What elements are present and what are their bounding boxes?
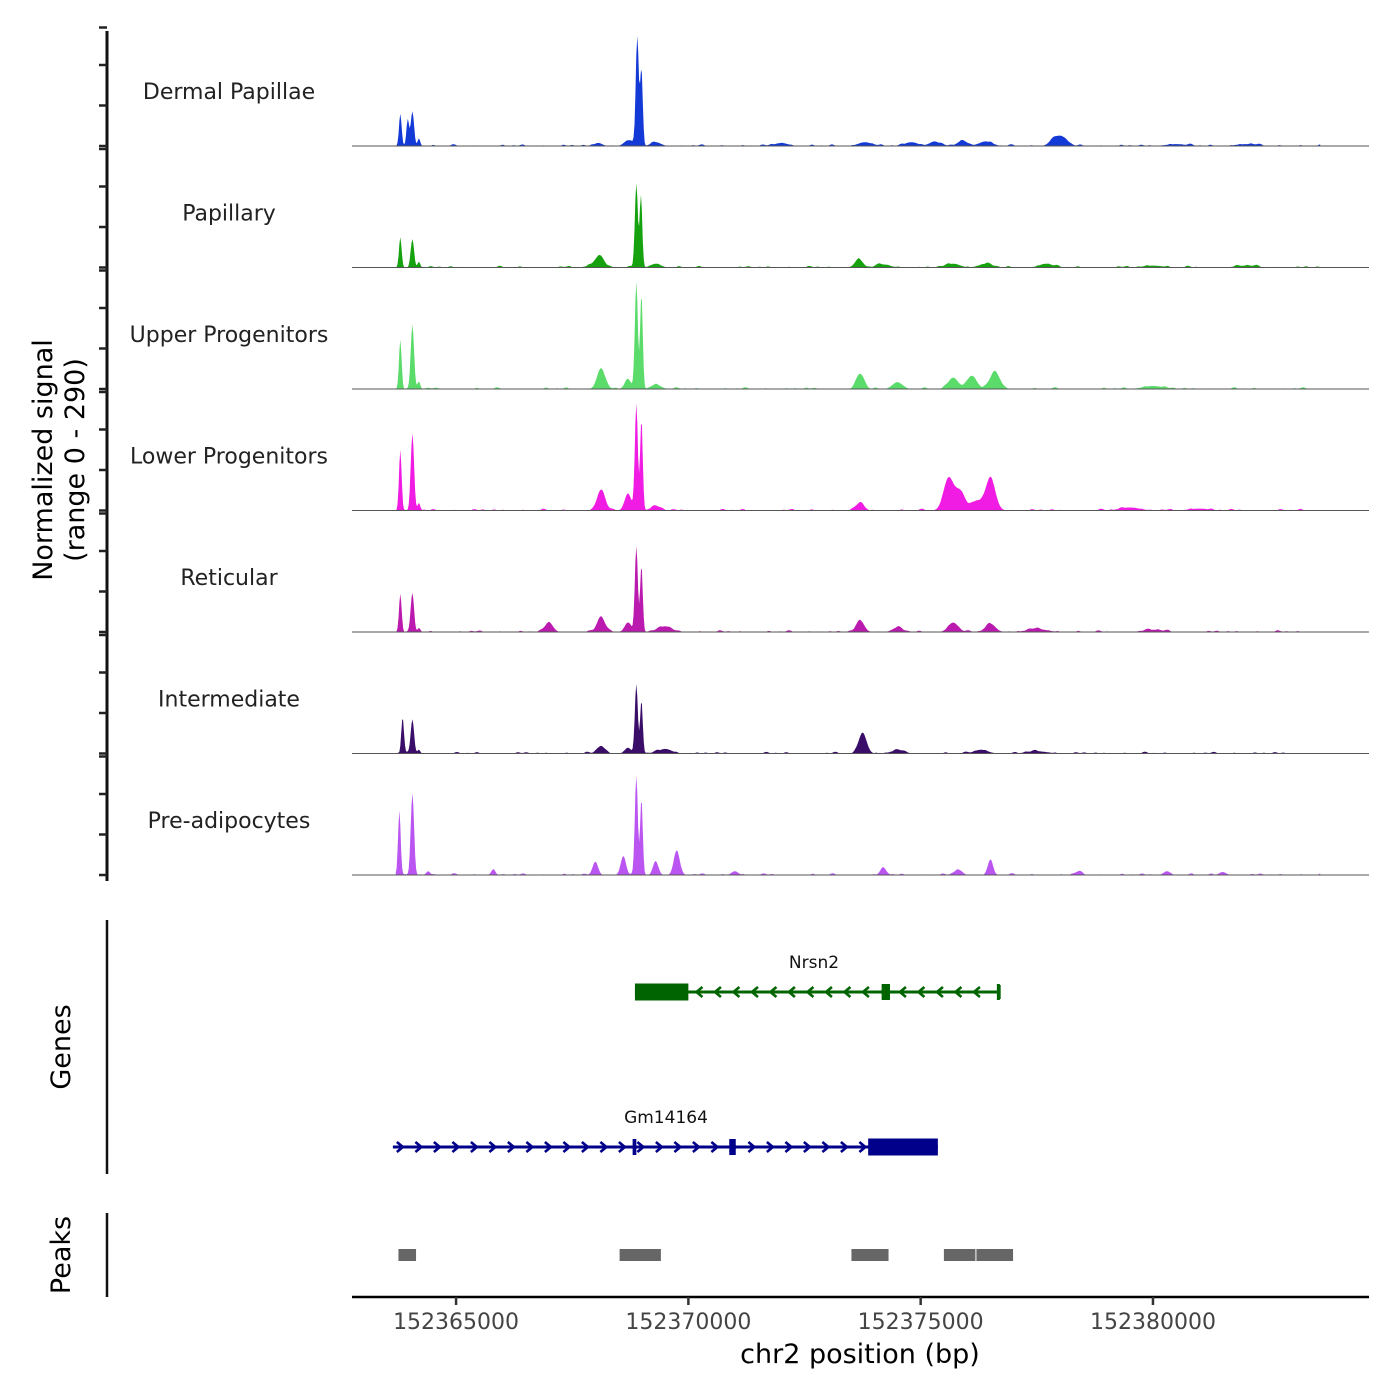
- track-upper-progenitors: Upper Progenitors: [99, 269, 1369, 391]
- strand-arrow-icon: [414, 1141, 424, 1153]
- peaks-label: Peaks: [46, 1216, 77, 1294]
- strand-arrow-icon: [731, 986, 741, 998]
- gene-annotations: Nrsn2 Gm14164: [392, 953, 1001, 1156]
- x-tick-label: 152370000: [625, 1310, 751, 1335]
- y-axis-title: Normalized signal (range 0 - 290): [28, 339, 91, 581]
- signal-area: [395, 281, 1321, 389]
- strand-arrow-icon: [860, 986, 870, 998]
- peak-region: [398, 1249, 417, 1261]
- strand-arrow-icon: [858, 1141, 868, 1153]
- peak-region: [619, 1249, 661, 1261]
- strand-arrow-icon: [673, 1141, 683, 1153]
- peak-region: [943, 1249, 976, 1261]
- strand-arrow-icon: [934, 986, 944, 998]
- strand-arrow-icon: [488, 1141, 498, 1153]
- strand-arrow-icon: [433, 1141, 442, 1153]
- exon: [634, 983, 689, 1001]
- strand-arrow-icon: [823, 986, 833, 998]
- strand-arrow-icon: [581, 1141, 590, 1153]
- track-label: Pre-adipocytes: [148, 809, 311, 834]
- strand-arrow-icon: [766, 1141, 775, 1153]
- peak-region: [976, 1249, 1014, 1261]
- track-dermal-papillae: Dermal Papillae: [99, 26, 1369, 148]
- signal-tracks: Dermal Papillae Papillary Upper Progenitor…: [99, 26, 1369, 877]
- track-reticular: Reticular: [99, 512, 1369, 634]
- track-pre-adipocytes: Pre-adipocytes: [99, 755, 1369, 877]
- strand-arrow-icon: [396, 1141, 405, 1153]
- strand-arrow-icon: [916, 986, 926, 998]
- strand-arrow-icon: [749, 986, 759, 998]
- strand-arrow-icon: [655, 1141, 664, 1153]
- signal-area: [395, 775, 1321, 875]
- strand-arrow-icon: [712, 986, 722, 998]
- track-lower-progenitors: Lower Progenitors: [99, 390, 1369, 512]
- x-tick-label: 152380000: [1090, 1310, 1216, 1335]
- x-tick-label: 152365000: [393, 1310, 519, 1335]
- exon: [868, 1138, 938, 1156]
- y-axis-title-line1: Normalized signal: [28, 339, 59, 581]
- strand-arrow-icon: [599, 1141, 609, 1153]
- strand-arrow-icon: [803, 1141, 812, 1153]
- strand-arrow-icon: [507, 1141, 516, 1153]
- strand-arrow-icon: [451, 1141, 461, 1153]
- track-label: Dermal Papillae: [143, 80, 315, 105]
- signal-area: [395, 36, 1321, 146]
- strand-arrow-icon: [953, 986, 963, 998]
- strand-arrow-icon: [747, 1141, 757, 1153]
- signal-area: [395, 684, 1321, 754]
- strand-arrow-icon: [562, 1141, 572, 1153]
- signal-area: [395, 546, 1321, 632]
- gene-label: Nrsn2: [789, 953, 839, 973]
- track-label: Lower Progenitors: [130, 445, 328, 470]
- track-label: Upper Progenitors: [130, 323, 329, 348]
- x-axis-ticks: 152365000 152370000 152375000 152380000: [393, 1297, 1216, 1335]
- strand-arrow-icon: [805, 986, 815, 998]
- strand-arrow-icon: [525, 1141, 535, 1153]
- exon: [881, 984, 891, 1000]
- genes-label: Genes: [46, 1004, 77, 1089]
- x-axis-title: chr2 position (bp): [740, 1339, 980, 1370]
- strand-arrow-icon: [544, 1141, 553, 1153]
- strand-arrow-icon: [710, 1141, 720, 1153]
- x-tick-label: 152375000: [858, 1310, 984, 1335]
- strand-arrow-icon: [821, 1141, 831, 1153]
- peak-regions: [398, 1249, 1014, 1261]
- signal-area: [395, 183, 1321, 268]
- strand-arrow-icon: [470, 1141, 479, 1153]
- gene-nrsn2[interactable]: Nrsn2: [634, 953, 1001, 1001]
- strand-arrow-icon: [840, 1141, 849, 1153]
- strand-arrow-icon: [692, 1141, 701, 1153]
- strand-arrow-icon: [784, 1141, 794, 1153]
- gene-gm14164[interactable]: Gm14164: [392, 1108, 938, 1156]
- track-intermediate: Intermediate: [99, 633, 1369, 755]
- y-axis-title-line2: (range 0 - 290): [60, 358, 91, 562]
- strand-arrow-icon: [971, 986, 981, 998]
- exon: [632, 1139, 637, 1155]
- track-label: Papillary: [182, 202, 276, 227]
- strand-arrow-icon: [897, 986, 907, 998]
- track-label: Intermediate: [158, 688, 300, 713]
- strand-arrow-icon: [618, 1141, 627, 1153]
- exon: [729, 1139, 736, 1155]
- strand-arrow-icon: [786, 986, 796, 998]
- signal-area: [395, 403, 1321, 511]
- track-label: Reticular: [180, 566, 278, 591]
- peak-region: [851, 1249, 889, 1261]
- strand-arrow-icon: [636, 1141, 646, 1153]
- peaks-axis-title: Peaks: [46, 1216, 77, 1294]
- gene-label: Gm14164: [624, 1108, 708, 1128]
- track-papillary: Papillary: [99, 147, 1369, 269]
- strand-arrow-icon: [842, 986, 852, 998]
- genes-axis-title: Genes: [46, 1004, 77, 1089]
- strand-arrow-icon: [694, 986, 704, 998]
- strand-arrow-icon: [768, 986, 778, 998]
